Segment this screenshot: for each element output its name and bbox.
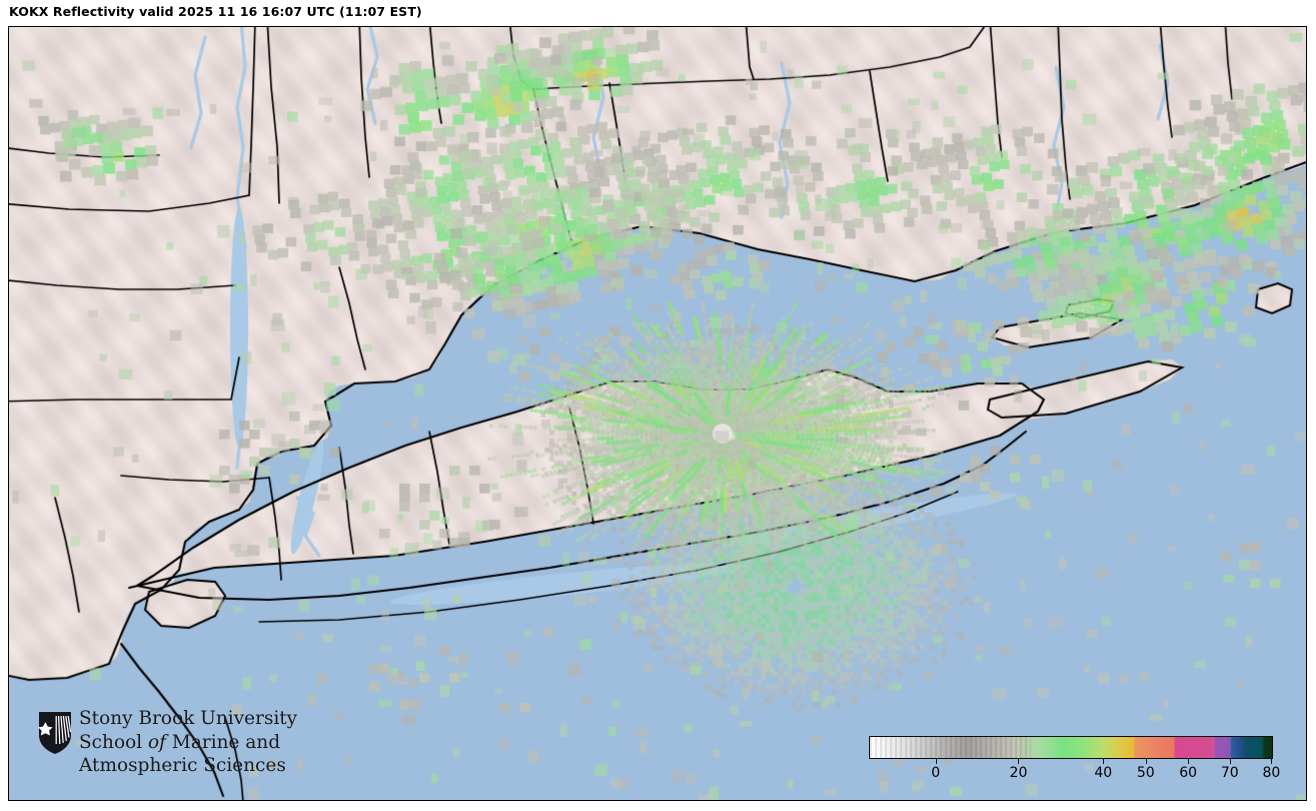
colorbar-tick	[1229, 759, 1231, 764]
page-title: KOKX Reflectivity valid 2025 11 16 16:07…	[9, 4, 422, 19]
colorbar-tick	[1103, 759, 1105, 764]
colorbar-tick-label-0: 0	[931, 765, 941, 781]
colorbar-tick	[1145, 759, 1147, 764]
colorbar-tick-label-40: 40	[1094, 765, 1113, 781]
colorbar-tick-label-20: 20	[1009, 765, 1028, 781]
colorbar-tick-label-70: 70	[1220, 765, 1239, 781]
colorbar-tick-labels: 0 20 40 50 60 70 80	[869, 759, 1280, 789]
colorbar-gray-bands	[870, 737, 1031, 758]
colorbar-tick-label-80: 80	[1262, 765, 1281, 781]
colorbar-tick-label-60: 60	[1179, 765, 1198, 781]
title-bar: KOKX Reflectivity valid 2025 11 16 16:07…	[0, 0, 1316, 26]
colorbar-tick	[935, 759, 937, 764]
radar-map-canvas[interactable]	[9, 27, 1306, 800]
colorbar-tick-label-50: 50	[1136, 765, 1155, 781]
reflectivity-colorbar: 0 20 40 50 60 70 80	[869, 736, 1280, 781]
colorbar-gradient-strip	[869, 736, 1273, 759]
colorbar-tick	[1018, 759, 1020, 764]
radar-map-frame[interactable]	[8, 26, 1307, 801]
colorbar-tick	[1188, 759, 1190, 764]
colorbar-tick	[1271, 759, 1273, 764]
